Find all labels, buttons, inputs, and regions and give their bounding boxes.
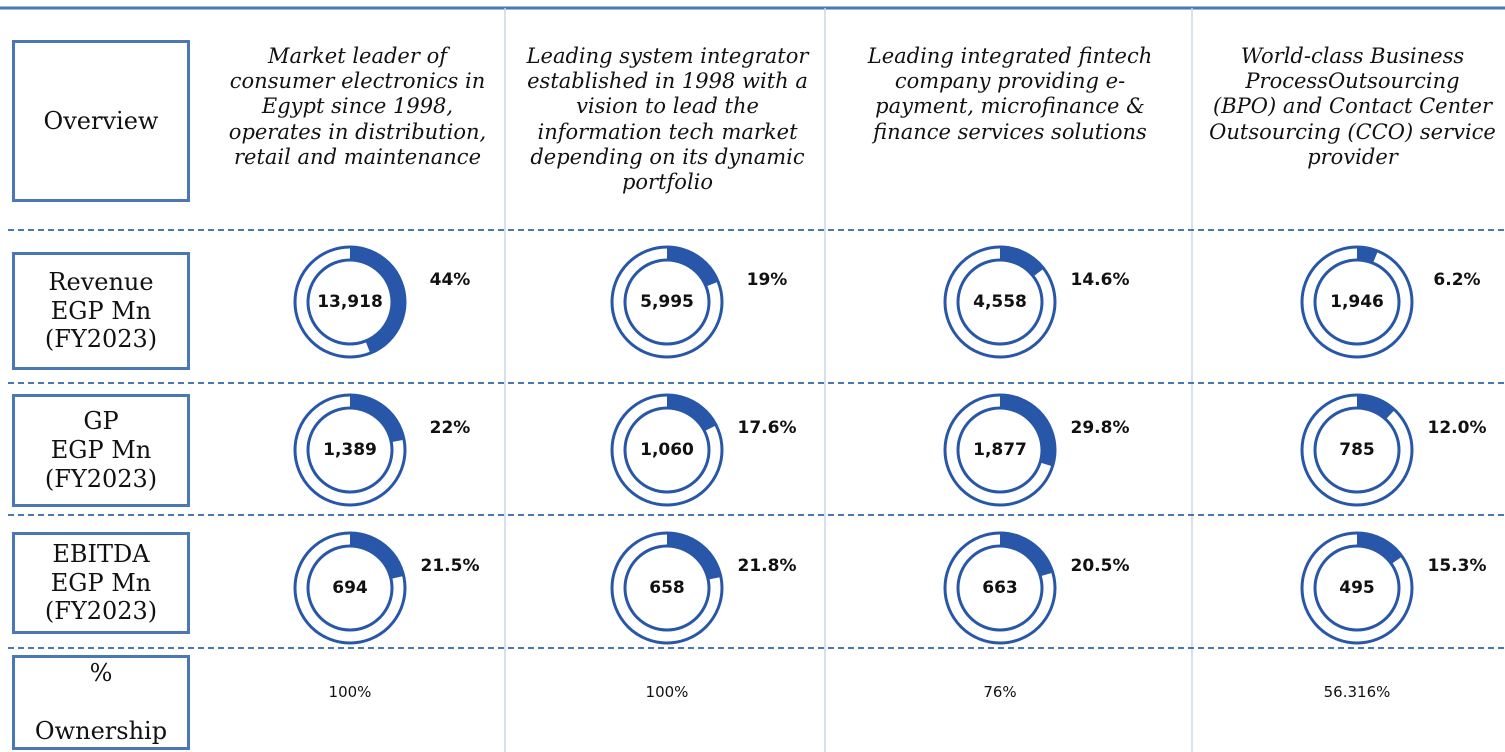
overview-text: Leading integrated fintech company provi…	[867, 44, 1153, 144]
donut-arc	[667, 247, 719, 287]
donut-value: 1,389	[323, 440, 377, 460]
ownership-value: 100%	[328, 683, 372, 701]
donut-value: 1,946	[1330, 292, 1384, 312]
donut-value: 785	[1339, 440, 1375, 460]
donut-value: 5,995	[640, 292, 694, 312]
share-label: 21.8%	[737, 556, 797, 576]
donut-value: 495	[1339, 578, 1375, 598]
overview-text: World-class Business ProcessOutsourcing …	[1209, 44, 1496, 169]
donut-value: 663	[982, 578, 1018, 598]
donut-arc	[1000, 395, 1055, 467]
overview-text: Market leader of consumer electronics in…	[228, 44, 487, 169]
share-label: 17.6%	[737, 418, 797, 438]
overview-text: Leading system integrator established in…	[526, 44, 809, 194]
donut-arc	[350, 247, 405, 354]
row-label: % Ownership	[12, 655, 190, 750]
donut-value: 1,877	[973, 440, 1027, 460]
donut-value: 4,558	[973, 292, 1027, 312]
ownership-value: 56.316%	[1323, 683, 1391, 701]
donut-arc	[667, 533, 721, 580]
donut-value: 13,918	[317, 292, 383, 312]
share-label: 6.2%	[1433, 270, 1481, 290]
donut-arc	[350, 533, 404, 579]
share-label: 14.6%	[1070, 270, 1130, 290]
share-label: 29.8%	[1070, 418, 1130, 438]
share-label: 12.0%	[1427, 418, 1487, 438]
ownership-value: 76%	[983, 683, 1017, 701]
row-label: Overview	[12, 40, 190, 202]
donut-value: 694	[332, 578, 368, 598]
donut-arc	[1357, 247, 1378, 264]
donut-arc	[1357, 395, 1395, 420]
share-label: 15.3%	[1427, 556, 1487, 576]
share-label: 21.5%	[420, 556, 480, 576]
column-dividers	[504, 8, 1193, 752]
share-label: 19%	[746, 270, 788, 290]
share-label: 22%	[429, 418, 471, 438]
row-label: Revenue EGP Mn (FY2023)	[12, 252, 190, 370]
donut-arc	[350, 395, 405, 443]
share-label: 20.5%	[1070, 556, 1130, 576]
donut-value: 658	[649, 578, 685, 598]
donut-arc	[667, 395, 717, 432]
share-label: 44%	[429, 270, 471, 290]
donut-value: 1,060	[640, 440, 694, 460]
row-dividers	[8, 229, 1505, 649]
ownership-value: 100%	[645, 683, 689, 701]
donut-arc	[1000, 533, 1053, 577]
row-label: GP EGP Mn (FY2023)	[12, 394, 190, 507]
donut-arc	[1000, 247, 1044, 277]
donut-arc	[1357, 533, 1403, 564]
row-label: EBITDA EGP Mn (FY2023)	[12, 532, 190, 634]
